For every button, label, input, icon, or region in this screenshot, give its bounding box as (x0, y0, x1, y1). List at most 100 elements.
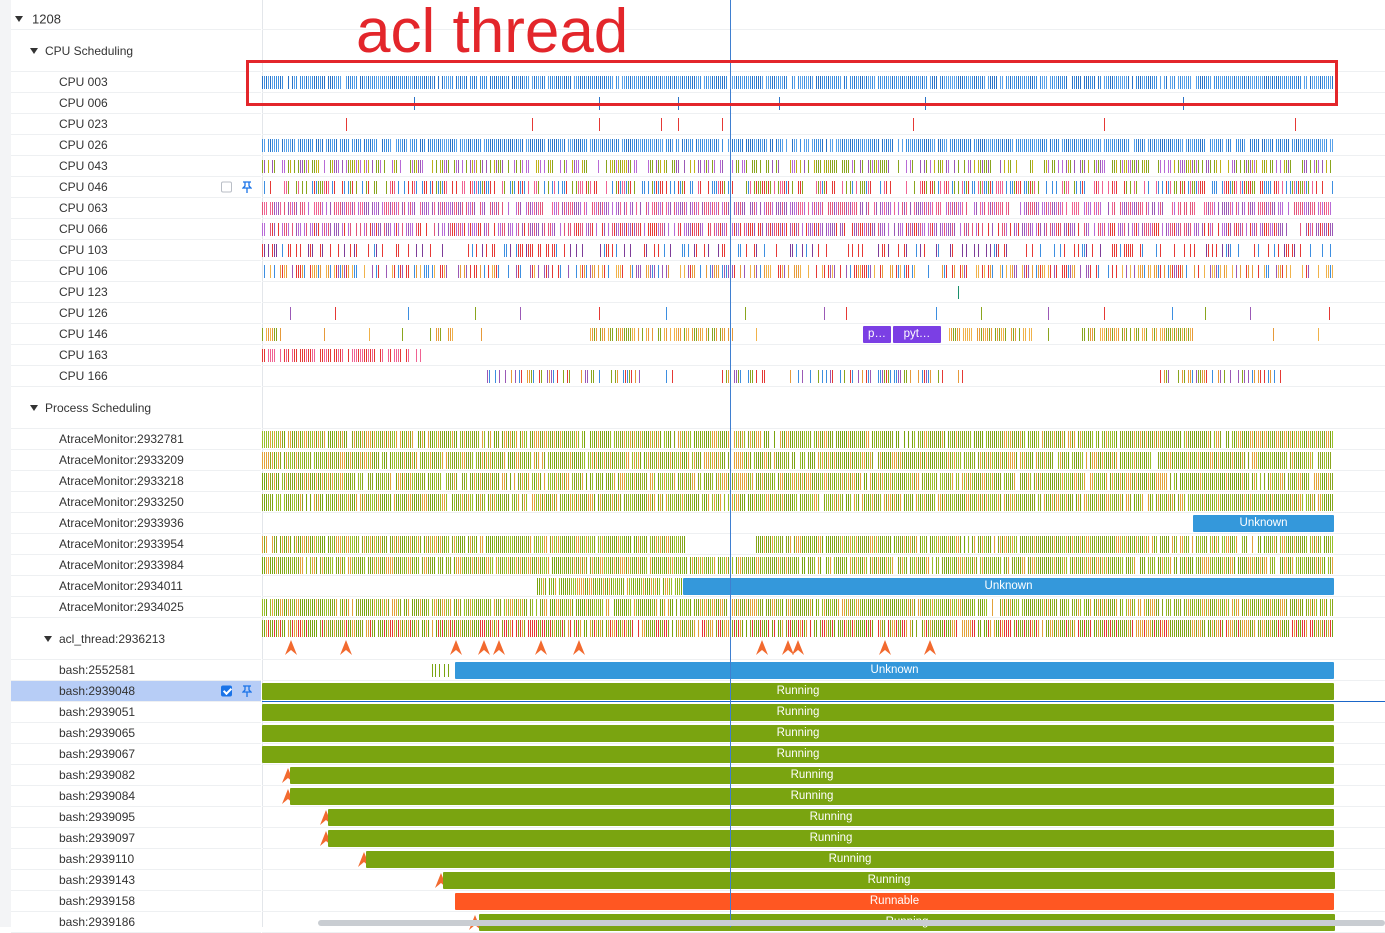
cpu-slice-block[interactable]: p… (863, 326, 891, 343)
chevron-down-icon[interactable] (44, 636, 52, 642)
cpu-slice[interactable] (481, 328, 482, 341)
cpu-slice[interactable] (1104, 118, 1105, 131)
chevron-down-icon[interactable] (30, 48, 38, 54)
cpu-slice[interactable] (745, 307, 746, 320)
cpu-track-lane[interactable] (262, 303, 1385, 324)
cpu-slice[interactable] (1104, 307, 1105, 320)
thread-track-row[interactable]: bash:2939051 (11, 702, 261, 723)
thread-track-row[interactable]: bash:2552581 (11, 660, 261, 681)
slice-strip[interactable] (262, 471, 1385, 492)
slice-strip[interactable] (262, 492, 1385, 513)
cpu-slice[interactable] (1172, 307, 1173, 320)
cpu-track-row[interactable]: CPU 106 (11, 261, 261, 282)
thread-track-row[interactable]: bash:2939048 (11, 681, 261, 702)
cpu-slice[interactable] (369, 328, 370, 341)
cpu-track-lane[interactable] (262, 156, 1385, 177)
cpu-slice-block[interactable]: pyt… (893, 326, 941, 343)
cpu-slice[interactable] (756, 328, 757, 341)
cpu-slice[interactable] (1329, 307, 1330, 320)
cpu-track-row[interactable]: CPU 163 (11, 345, 261, 366)
cpu-track-lane[interactable] (262, 366, 1385, 387)
thread-track-row[interactable]: AtraceMonitor:2933250 (11, 492, 261, 513)
cpu-slice[interactable] (335, 307, 336, 320)
cpu-slice[interactable] (913, 118, 914, 131)
cpu-slice[interactable] (402, 328, 403, 341)
cpu-track-row[interactable]: CPU 066 (11, 219, 261, 240)
thread-track-row[interactable]: AtraceMonitor:2933984 (11, 555, 261, 576)
cpu-track-row[interactable]: CPU 146 (11, 324, 261, 345)
cpu-slice[interactable] (1048, 328, 1049, 341)
thread-track-row[interactable]: AtraceMonitor:2933209 (11, 450, 261, 471)
cpu-track-lane[interactable] (262, 282, 1385, 303)
cpu-slice[interactable] (824, 307, 825, 320)
chevron-down-icon[interactable] (30, 405, 38, 411)
cpu-track-row[interactable]: CPU 166 (11, 366, 261, 387)
cpu-track-lane[interactable] (262, 345, 1385, 366)
cpu-slice[interactable] (1318, 328, 1319, 341)
process-section-header[interactable]: Process Scheduling (11, 387, 261, 429)
cpu-track-row[interactable]: CPU 123 (11, 282, 261, 303)
thread-track-row[interactable]: AtraceMonitor:2933218 (11, 471, 261, 492)
cpu-track-row[interactable]: CPU 103 (11, 240, 261, 261)
slice-strip[interactable] (262, 198, 1385, 219)
thread-track-row[interactable]: bash:2939065 (11, 723, 261, 744)
thread-track-row[interactable]: bash:2939067 (11, 744, 261, 765)
cpu-slice[interactable] (846, 307, 847, 320)
thread-track-row[interactable]: bash:2939158 (11, 891, 261, 912)
slice-strip[interactable] (262, 135, 1385, 156)
cpu-slice[interactable] (1295, 118, 1296, 131)
cpu-slice[interactable] (599, 118, 600, 131)
slice-strip[interactable] (262, 324, 1385, 345)
cpu-track-lane[interactable] (262, 114, 1385, 135)
thread-track-row[interactable]: bash:2939095 (11, 807, 261, 828)
cpu-slice[interactable] (936, 307, 937, 320)
cpu-track-lane[interactable] (262, 240, 1385, 261)
cpu-slice[interactable] (599, 307, 600, 320)
thread-track-row[interactable]: AtraceMonitor:2934025 (11, 597, 261, 618)
cpu-slice[interactable] (1048, 307, 1049, 320)
cpu-slice[interactable] (1273, 328, 1274, 341)
cpu-track-row[interactable]: CPU 063 (11, 198, 261, 219)
cpu-slice[interactable] (346, 118, 347, 131)
process-header[interactable]: 1208 (11, 9, 261, 30)
cpu-section-header[interactable]: CPU Scheduling (11, 30, 261, 72)
slice-strip[interactable] (262, 219, 1385, 240)
cpu-track-row[interactable]: CPU 006 (11, 93, 261, 114)
slice-strip[interactable] (262, 366, 1385, 387)
pin-icon[interactable] (242, 685, 252, 697)
thread-track-row[interactable]: bash:2939082 (11, 765, 261, 786)
chevron-down-icon[interactable] (15, 16, 23, 22)
cpu-slice[interactable] (678, 118, 679, 131)
thread-track-row[interactable]: AtraceMonitor:2934011 (11, 576, 261, 597)
checkbox-icon[interactable] (221, 686, 232, 697)
cpu-slice[interactable] (666, 307, 667, 320)
cpu-track-row[interactable]: CPU 046 (11, 177, 261, 198)
thread-track-row[interactable]: AtraceMonitor:2933936 (11, 513, 261, 534)
thread-track-row[interactable]: AtraceMonitor:2933954 (11, 534, 261, 555)
cpu-slice[interactable] (520, 307, 521, 320)
slice-strip[interactable] (262, 156, 1385, 177)
cpu-slice[interactable] (1205, 307, 1206, 320)
thread-track-lane[interactable] (262, 492, 1385, 513)
cpu-track-row[interactable]: CPU 023 (11, 114, 261, 135)
process-section-lane[interactable] (262, 387, 1385, 429)
cpu-slice[interactable] (981, 307, 982, 320)
slice-strip[interactable] (262, 345, 1385, 366)
cpu-track-lane[interactable] (262, 261, 1385, 282)
cpu-track-lane[interactable] (262, 198, 1385, 219)
cpu-track-lane[interactable] (262, 135, 1385, 156)
cpu-slice[interactable] (532, 118, 533, 131)
thread-track-row[interactable]: AtraceMonitor:2932781 (11, 429, 261, 450)
cpu-slice[interactable] (661, 118, 662, 131)
thread-track-row[interactable]: bash:2939084 (11, 786, 261, 807)
slice-strip[interactable] (262, 240, 1385, 261)
thread-track-row[interactable]: bash:2939110 (11, 849, 261, 870)
pin-icon[interactable] (242, 181, 252, 193)
slice-strip[interactable] (262, 177, 1385, 198)
slice-strip[interactable] (262, 450, 1385, 471)
thread-track-row[interactable]: bash:2939097 (11, 828, 261, 849)
thread-track-row[interactable]: bash:2939143 (11, 870, 261, 891)
thread-track-row[interactable]: bash:2939186 (11, 912, 261, 933)
cpu-track-row[interactable]: CPU 003 (11, 72, 261, 93)
